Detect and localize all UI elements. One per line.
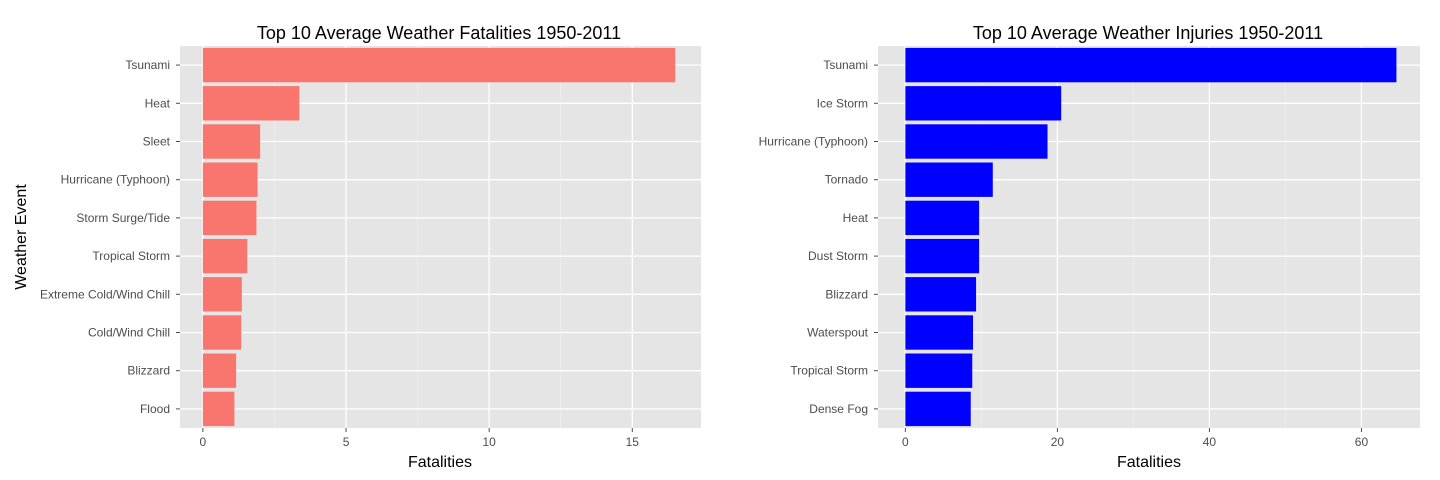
injuries-bar — [905, 200, 980, 236]
injuries-y-tick-label: Tsunami — [823, 58, 868, 72]
fatalities-y-tick-label: Cold/Wind Chill — [88, 326, 170, 340]
injuries-chart: Top 10 Average Weather Injuries 1950-201… — [759, 23, 1420, 471]
fatalities-y-tick-label: Blizzard — [127, 364, 170, 378]
fatalities-bar — [202, 86, 300, 121]
injuries-chart-title: Top 10 Average Weather Injuries 1950-201… — [973, 23, 1323, 43]
injuries-y-tick-label: Heat — [843, 211, 869, 225]
fatalities-y-tick-labels: Tsunami Heat Sleet Hurricane (Typhoon) Storm… — [40, 58, 180, 416]
injuries-bar — [905, 315, 974, 350]
fatalities-bar — [202, 47, 676, 83]
injuries-y-tick-label: Ice Storm — [817, 96, 868, 110]
injuries-y-tick-label: Tornado — [825, 173, 869, 187]
fatalities-bar — [202, 162, 258, 197]
injuries-bar — [905, 86, 1062, 121]
injuries-y-tick-labels: Tsunami Ice Storm Hurricane (Typhoon) Torna… — [759, 58, 878, 416]
fatalities-y-tick-label: Flood — [140, 402, 170, 416]
fatalities-y-tick-label: Storm Surge/Tide — [76, 211, 170, 225]
injuries-bar — [905, 238, 980, 274]
injuries-x-axis-title: Fatalities — [1117, 454, 1181, 471]
injuries-y-tick-label: Dense Fog — [809, 402, 868, 416]
fatalities-chart: Top 10 Average Weather Fatalities 1950-2… — [13, 23, 701, 471]
fatalities-bar — [202, 315, 242, 350]
injuries-y-tick-label: Hurricane (Typhoon) — [759, 135, 868, 149]
fatalities-bar — [202, 353, 237, 388]
fatalities-bar — [202, 238, 248, 274]
fatalities-bar — [202, 391, 235, 427]
injuries-x-tick-label: 0 — [902, 435, 909, 449]
fatalities-y-tick-label: Tsunami — [125, 58, 170, 72]
injuries-bar — [905, 47, 1397, 83]
injuries-bar — [905, 124, 1048, 159]
fatalities-y-tick-label: Extreme Cold/Wind Chill — [40, 287, 170, 301]
injuries-x-tick-label: 60 — [1355, 435, 1369, 449]
fatalities-x-tick-label: 5 — [343, 435, 350, 449]
fatalities-y-tick-label: Tropical Storm — [92, 249, 170, 263]
fatalities-x-tick-label: 10 — [482, 435, 496, 449]
fatalities-y-axis-title: Weather Event — [13, 184, 30, 290]
fatalities-x-tick-label: 15 — [626, 435, 640, 449]
fatalities-x-tick-label: 0 — [200, 435, 207, 449]
injuries-y-tick-label: Tropical Storm — [790, 364, 868, 378]
injuries-bars — [905, 47, 1397, 427]
injuries-bar — [905, 353, 973, 388]
injuries-y-tick-label: Waterspout — [807, 326, 869, 340]
injuries-bar — [905, 277, 977, 312]
injuries-y-tick-label: Dust Storm — [808, 249, 868, 263]
fatalities-x-axis-title: Fatalities — [408, 454, 472, 471]
injuries-bar — [905, 391, 971, 427]
injuries-x-tick-label: 20 — [1051, 435, 1065, 449]
fatalities-chart-title: Top 10 Average Weather Fatalities 1950-2… — [257, 23, 621, 43]
fatalities-y-tick-label: Sleet — [143, 135, 171, 149]
injuries-bar — [905, 162, 993, 197]
injuries-x-tick-labels: 0 20 40 60 — [902, 428, 1368, 449]
fatalities-x-tick-labels: 0 5 10 15 — [200, 428, 640, 449]
fatalities-y-tick-label: Heat — [145, 96, 171, 110]
injuries-x-tick-label: 40 — [1203, 435, 1217, 449]
fatalities-bar — [202, 277, 242, 312]
fatalities-bars — [202, 47, 676, 427]
fatalities-bar — [202, 124, 261, 159]
fatalities-y-tick-label: Hurricane (Typhoon) — [61, 173, 170, 187]
fatalities-bar — [202, 200, 257, 236]
injuries-y-tick-label: Blizzard — [825, 287, 868, 301]
